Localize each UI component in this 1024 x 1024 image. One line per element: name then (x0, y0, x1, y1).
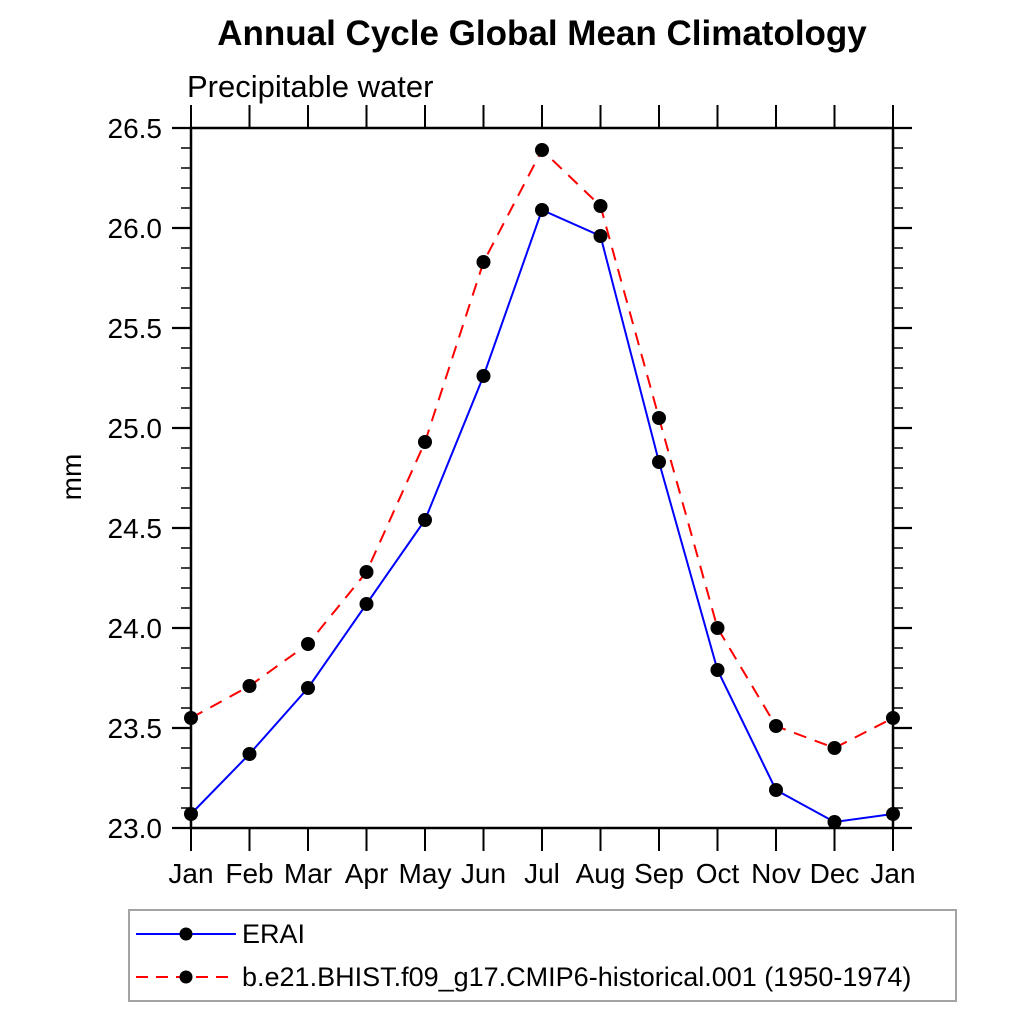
data-point (710, 621, 725, 635)
y-tick-label: 24.0 (108, 613, 163, 644)
data-point (769, 719, 783, 733)
data-point (710, 663, 725, 677)
data-point (476, 255, 491, 269)
data-point (593, 229, 608, 243)
data-point (535, 143, 549, 157)
data-point (476, 369, 491, 383)
chart-title: Annual Cycle Global Mean Climatology (217, 14, 867, 53)
legend-label-erai: ERAI (242, 918, 306, 949)
data-point (301, 681, 315, 695)
y-tick-label: 25.0 (108, 413, 163, 444)
legend-item-model: b.e21.BHIST.f09_g17.CMIP6-historical.001… (133, 960, 911, 994)
x-tick-label: Nov (751, 858, 801, 889)
x-tick-label: Mar (284, 858, 332, 889)
data-point (886, 711, 900, 725)
x-tick-label: Jun (461, 858, 506, 889)
erai-line-key (136, 927, 236, 941)
series-line-0 (190, 208, 894, 824)
data-point (359, 597, 374, 611)
y-tick-label: 26.0 (108, 213, 163, 244)
data-point (886, 807, 900, 821)
series-line-1 (190, 148, 894, 750)
data-point (418, 435, 432, 449)
x-tick-label: Jan (168, 858, 213, 889)
legend-label-model: b.e21.BHIST.f09_g17.CMIP6-historical.001… (242, 961, 912, 992)
x-tick-label: Sep (634, 858, 684, 889)
model-marker-icon (179, 970, 193, 984)
chart-subtitle: Precipitable water (187, 69, 434, 104)
data-point (359, 565, 374, 579)
legend-item-erai: ERAI (133, 917, 305, 951)
y-tick-label: 24.5 (108, 513, 163, 544)
data-point (242, 679, 257, 693)
data-point (652, 455, 666, 469)
data-point (769, 783, 783, 797)
data-point (301, 637, 315, 651)
erai-marker-icon (179, 927, 193, 941)
data-point (418, 513, 432, 527)
y-tick-label: 23.5 (108, 713, 163, 744)
data-point (184, 807, 198, 821)
plot-frame (189, 126, 895, 830)
x-tick-label: May (399, 858, 452, 889)
y-tick-label: 23.0 (108, 813, 163, 844)
data-point (535, 203, 549, 217)
x-tick-label: Jul (524, 858, 560, 889)
data-point (242, 747, 257, 761)
x-tick-label: Apr (345, 858, 389, 889)
data-point (827, 815, 842, 829)
x-tick-label: Feb (225, 858, 273, 889)
x-tick-label: Oct (696, 858, 740, 889)
x-tick-label: Aug (576, 858, 626, 889)
data-point (593, 199, 608, 213)
y-tick-label: 26.5 (108, 113, 163, 144)
model-line-key (136, 970, 236, 984)
x-tick-label: Dec (810, 858, 860, 889)
data-point (184, 711, 198, 725)
y-tick-label: 25.5 (108, 313, 163, 344)
legend: ERAI b.e21.BHIST.f09_g17.CMIP6-historica… (128, 909, 957, 1002)
data-point (827, 741, 842, 755)
x-tick-label: Jan (870, 858, 915, 889)
data-point (652, 411, 666, 425)
